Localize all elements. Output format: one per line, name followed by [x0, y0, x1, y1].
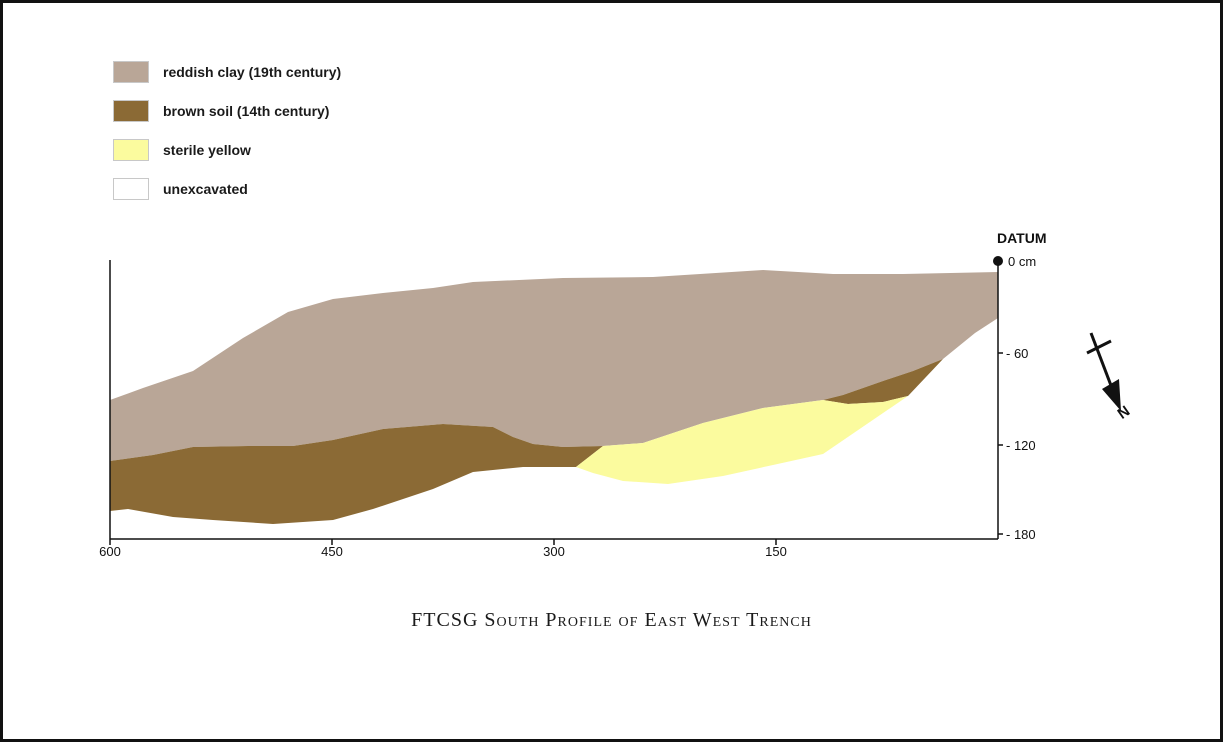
x-tick-label-450: 450: [321, 544, 343, 559]
legend-label-reddish-clay: reddish clay (19th century): [163, 64, 342, 80]
depth-tick-label-60: - 60: [1006, 346, 1028, 361]
layer-reddish-clay: [110, 270, 998, 461]
legend-label-sterile-yellow: sterile yellow: [163, 142, 251, 158]
legend-swatch-unexcavated: [113, 178, 149, 200]
legend-swatch-brown-soil: [113, 100, 149, 122]
layer-brown-soil-east: [823, 359, 943, 404]
legend-label-unexcavated: unexcavated: [163, 181, 248, 197]
datum-label: DATUM: [997, 230, 1047, 246]
x-tick-label-150: 150: [765, 544, 787, 559]
north-arrow-crossbar: [1086, 339, 1112, 355]
x-tick-label-300: 300: [543, 544, 565, 559]
depth-tick-label-180: - 180: [1006, 527, 1036, 542]
diagram-title: FTCSG South Profile of East West Trench: [411, 609, 812, 631]
legend-label-brown-soil: brown soil (14th century): [163, 103, 330, 119]
layer-sterile-yellow: [576, 396, 908, 484]
legend-swatch-sterile-yellow: [113, 139, 149, 161]
layer-brown-soil: [110, 424, 603, 524]
legend-item-unexcavated: unexcavated: [113, 178, 513, 204]
north-arrow-head-icon: [1102, 379, 1121, 411]
legend-item-reddish-clay: reddish clay (19th century): [113, 61, 513, 87]
depth-tick-label-120: - 120: [1006, 438, 1036, 453]
north-arrow: N: [1086, 332, 1133, 423]
legend-swatch-reddish-clay: [113, 61, 149, 83]
datum-value-label: 0 cm: [1008, 254, 1036, 269]
trench-profile: 600 450 300 150 - 60 - 120 - 180 DATUM 0…: [99, 230, 1133, 559]
datum-point: [993, 256, 1003, 266]
legend-item-sterile-yellow: sterile yellow: [113, 139, 513, 165]
x-tick-label-600: 600: [99, 544, 121, 559]
legend-item-brown-soil: brown soil (14th century): [113, 100, 513, 126]
